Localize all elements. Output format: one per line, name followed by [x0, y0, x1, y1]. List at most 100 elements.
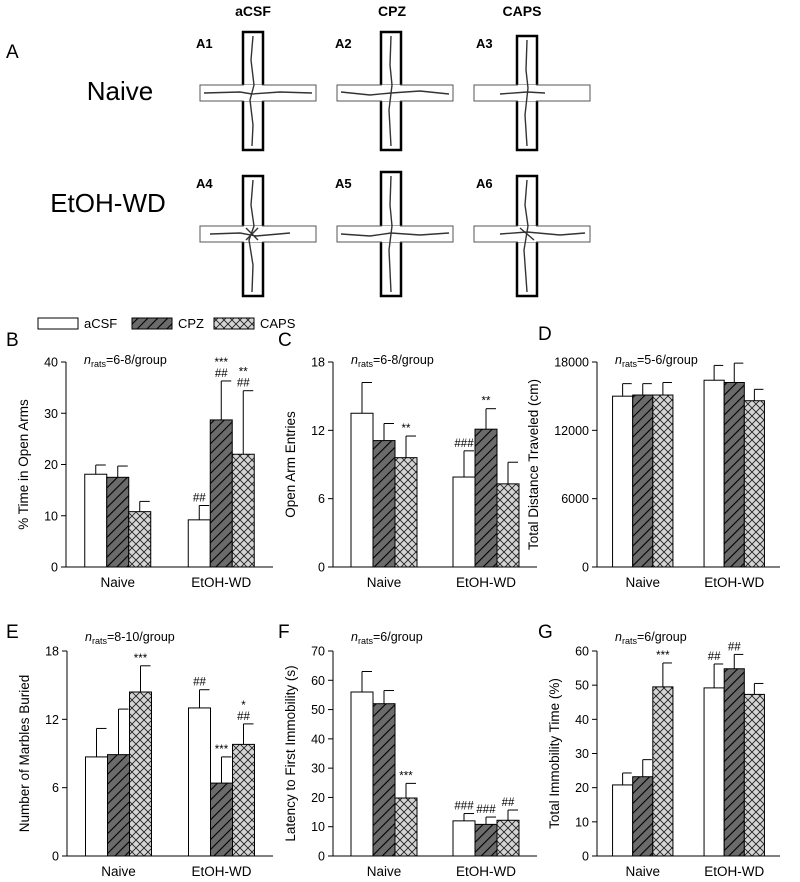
y-tick-label-g-2: 20: [575, 781, 589, 795]
y-tick-label-g-0: 0: [582, 850, 589, 864]
legend-label-acsf: aCSF: [84, 316, 117, 331]
maze-label-a2: A2: [335, 36, 352, 51]
significance-mark-e-1-1-0: ***: [215, 744, 229, 756]
bar-f-cpz-1: [474, 823, 498, 857]
bar-d-caps-0: [652, 394, 674, 568]
x-category-label-f-1: EtOH-WD: [456, 864, 516, 879]
panel-letter-e: E: [6, 622, 19, 643]
maze-a2: [336, 30, 454, 152]
bar-g-caps-0: [652, 686, 674, 857]
bar-f-caps-1: [496, 819, 520, 857]
y-axis-label-e: Number of Marbles Buried: [17, 675, 32, 833]
significance-mark-c-1-1-0: **: [482, 396, 491, 408]
x-category-label-f-0: Naive: [367, 864, 402, 879]
significance-mark-b-1-1-0: ***: [215, 357, 229, 369]
bar-b-caps-0: [128, 511, 152, 568]
maze-a3: [473, 34, 591, 152]
bar-d-cpz-0: [632, 394, 654, 568]
y-tick-label-b-0: 0: [51, 561, 58, 575]
y-tick-label-f-0: 0: [318, 850, 325, 864]
y-tick-label-b-4: 40: [44, 356, 58, 370]
bar-c-cpz-0: [372, 440, 396, 568]
bar-c-caps-1: [496, 483, 520, 568]
y-tick-label-g-1: 10: [575, 815, 589, 829]
bar-g-acsf-0: [612, 784, 634, 857]
y-tick-label-e-3: 18: [45, 645, 59, 659]
legend-swatch-acsf: [37, 317, 79, 330]
n-label-e: nrats=8-10/group: [85, 630, 175, 646]
significance-mark-c-2-0-0: **: [402, 423, 411, 435]
maze-label-a5: A5: [335, 176, 352, 191]
bar-c-acsf-0: [350, 412, 374, 568]
y-tick-label-d-3: 18000: [554, 356, 589, 370]
y-tick-label-d-2: 12000: [554, 424, 589, 438]
bar-charts: B 0 10 20 30 40 % Time in Open Arms nrats=6-8/g…: [6, 324, 780, 879]
significance-mark-g-2-0-0: ***: [656, 650, 670, 662]
bar-e-caps-0: [129, 691, 152, 857]
x-category-label-d-1: EtOH-WD: [704, 575, 764, 590]
bar-b-cpz-0: [106, 476, 130, 568]
y-tick-label-c-3: 18: [311, 356, 325, 370]
significance-mark-b-2-1-1: ##: [237, 378, 250, 390]
bar-e-caps-1: [232, 743, 255, 857]
significance-mark-c-0-1-0: ###: [454, 438, 474, 450]
maze-a5: [336, 170, 454, 298]
bar-g-caps-1: [743, 693, 765, 857]
bar-f-caps-0: [394, 797, 418, 857]
y-tick-label-g-6: 60: [575, 645, 589, 659]
panel-letter-b: B: [6, 330, 19, 351]
y-tick-label-c-1: 6: [318, 492, 325, 506]
bar-g-cpz-1: [723, 668, 745, 857]
significance-mark-b-1-1-1: ##: [215, 368, 228, 380]
bar-b-cpz-1: [209, 419, 233, 568]
significance-mark-e-0-1-0: ##: [193, 677, 206, 689]
bar-d-acsf-0: [612, 395, 634, 568]
bar-b-acsf-1: [187, 519, 211, 568]
y-tick-label-b-3: 30: [44, 407, 58, 421]
maze-a1: [199, 30, 317, 152]
x-category-label-d-0: Naive: [625, 575, 660, 590]
y-tick-label-e-0: 0: [52, 850, 59, 864]
significance-mark-f-0-1-0: ###: [454, 801, 474, 813]
row-label-etoh-wd: EtOH-WD: [50, 188, 166, 218]
significance-mark-f-2-0-0: ***: [399, 770, 413, 782]
maze-label-a4: A4: [196, 176, 213, 191]
bar-g-cpz-0: [632, 776, 654, 857]
x-category-label-c-1: EtOH-WD: [456, 575, 516, 590]
bar-d-caps-1: [743, 400, 765, 568]
bar-c-caps-0: [394, 457, 418, 568]
y-tick-label-b-2: 20: [44, 458, 58, 472]
y-tick-label-e-1: 6: [52, 781, 59, 795]
bar-d-cpz-1: [723, 382, 745, 568]
bar-b-acsf-0: [84, 473, 108, 568]
bar-e-cpz-1: [210, 782, 233, 857]
bar-f-acsf-1: [452, 820, 476, 857]
legend-label-caps: CAPS: [260, 316, 296, 331]
y-axis-label-c: Open Arm Entries: [283, 411, 298, 518]
y-tick-label-e-2: 12: [45, 713, 59, 727]
y-axis-label-b: % Time in Open Arms: [16, 399, 31, 530]
col-header-cpz: CPZ: [378, 3, 406, 19]
chart-panel-d: D 0 6000 12000 18000 Total Distance Traveled …: [526, 324, 780, 590]
significance-mark-f-2-1-0: ##: [502, 797, 515, 809]
n-label-d: nrats=5-6/group: [615, 353, 698, 369]
y-tick-label-c-2: 12: [311, 424, 325, 438]
panel-a: A aCSF CPZ CAPS Naive EtOH-WD A1 A2 A3 A…: [6, 3, 591, 298]
panel-letter-c: C: [278, 330, 292, 351]
y-tick-label-f-4: 40: [311, 732, 325, 746]
col-header-acsf: aCSF: [235, 3, 271, 19]
bar-d-acsf-1: [703, 379, 725, 568]
chart-panel-b: B 0 10 20 30 40 % Time in Open Arms nrats=6-8/g…: [6, 330, 273, 590]
legend: aCSF CPZ CAPS: [37, 316, 296, 331]
significance-mark-g-0-1-0: ##: [708, 651, 721, 663]
y-tick-label-f-7: 70: [311, 645, 325, 659]
maze-label-a6: A6: [476, 176, 493, 191]
bar-c-acsf-1: [452, 476, 476, 568]
chart-panel-c: C 0 6 12 18 Open Arm Entries nrats=6-8/group Na…: [278, 330, 537, 590]
x-category-label-b-0: Naive: [100, 575, 135, 590]
bar-e-acsf-0: [85, 756, 108, 857]
legend-label-cpz: CPZ: [178, 316, 204, 331]
x-category-label-e-0: Naive: [101, 864, 136, 879]
significance-mark-e-2-1-1: ##: [237, 711, 250, 723]
y-tick-label-f-3: 30: [311, 762, 325, 776]
